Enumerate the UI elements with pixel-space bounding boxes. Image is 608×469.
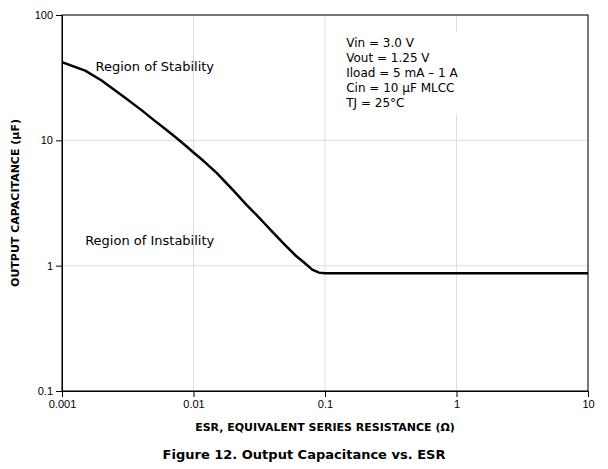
tick-mark [56, 15, 62, 16]
annotation: Region of Instability [85, 233, 214, 248]
x-axis: 0.001 0.01 0.1 1 10 [49, 391, 595, 410]
tick-label: 0.001 [49, 398, 77, 410]
annotation-line: TJ = 25°C [345, 96, 404, 110]
grid-line-x [325, 15, 326, 391]
grid [62, 15, 588, 391]
annotation-line: Vout = 1.25 V [346, 51, 430, 65]
tick-label: 0.1 [38, 385, 53, 397]
axis-line [63, 392, 589, 398]
tick-mark [56, 140, 62, 141]
tick-label: 0.1 [318, 398, 333, 410]
y-axis: 0.1 1 10 100 [35, 9, 63, 397]
tick-mark [325, 391, 326, 397]
tick: 100 [35, 9, 62, 21]
tick-label: 1 [454, 398, 460, 410]
tick-mark [194, 391, 195, 397]
tick-label: 10 [582, 398, 594, 410]
x-axis-title: ESR, EQUIVALENT SERIES RESISTANCE (Ω) [195, 421, 455, 434]
annotations: Region of Stability Region of Instability… [85, 32, 462, 248]
line [62, 62, 588, 273]
grid-line-y [62, 265, 588, 266]
grid-line-y [62, 140, 588, 141]
tick-label: 100 [35, 9, 53, 21]
tick-mark [56, 266, 62, 267]
y-axis-title: OUTPUT CAPACITANCE (μF) [9, 119, 22, 287]
annotation: Region of Stability [96, 59, 215, 74]
title: Figure 12. Output Capacitance vs. ESR [163, 447, 446, 462]
tick-label: 0.01 [183, 398, 204, 410]
series [62, 62, 588, 273]
annotation-line: Vin = 3.0 V [346, 36, 414, 50]
annotation-box [341, 32, 462, 114]
chart: 0.001 0.01 0.1 1 10 0.1 1 10 100 Region of Stabil… [0, 0, 608, 469]
tick-mark [457, 391, 458, 397]
tick: 10 [41, 134, 62, 146]
annotation-line: Cin = 10 μF MLCC [346, 81, 454, 95]
tick: 1 [47, 260, 62, 272]
tick-mark [588, 391, 589, 397]
tick: 10 [582, 391, 594, 410]
plot-frame [62, 15, 588, 391]
tick: 0.1 [38, 385, 62, 397]
annotation-line: Iload = 5 mA – 1 A [346, 66, 458, 80]
tick-label: 10 [41, 134, 53, 146]
tick-mark [56, 391, 62, 392]
tick: 0.1 [318, 391, 333, 410]
tick-label: 1 [47, 260, 53, 272]
tick: 1 [454, 391, 460, 410]
tick: 0.01 [183, 391, 204, 410]
plot: 0.001 0.01 0.1 1 10 0.1 1 10 100 Region of Stabil… [35, 9, 595, 410]
